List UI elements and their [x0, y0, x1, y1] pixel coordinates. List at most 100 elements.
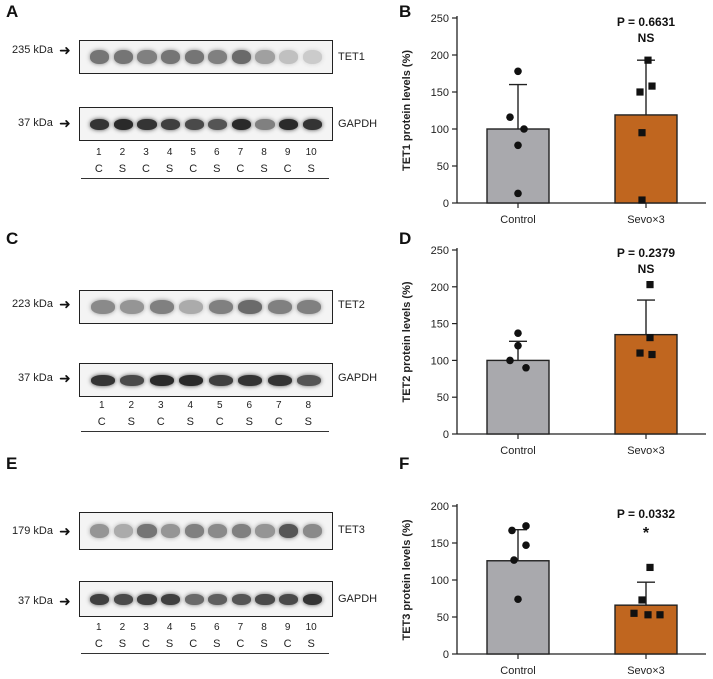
- protein-band: [255, 593, 275, 605]
- blot-band-strip: [79, 290, 333, 324]
- lane-number: 3: [143, 622, 149, 633]
- y-tick-label: 50: [437, 161, 449, 173]
- data-point: [514, 141, 522, 150]
- significance-label: NS: [638, 31, 655, 45]
- lane-number: 3: [157, 400, 164, 411]
- blot-band-strip: [79, 40, 333, 74]
- x-tick-label: Sevo×3: [627, 445, 665, 454]
- data-point: [646, 280, 654, 289]
- data-point: [514, 341, 522, 350]
- panel-label-a: A: [6, 2, 19, 21]
- y-axis-label: TET1 protein levels (%): [401, 50, 413, 171]
- protein-band: [208, 118, 228, 130]
- protein-name: TET1: [338, 51, 365, 63]
- data-point: [506, 356, 514, 365]
- panel-label-f: F: [399, 454, 410, 473]
- protein-band: [208, 374, 233, 386]
- lane-group: C: [97, 416, 106, 428]
- arrow-right-icon: ➜: [59, 42, 71, 58]
- protein-band: [208, 593, 228, 605]
- significance-label: *: [643, 525, 650, 542]
- bar: [614, 333, 678, 435]
- protein-band: [297, 374, 322, 386]
- data-point: [646, 563, 654, 572]
- marker-kda-label: 37 kDa: [18, 372, 53, 384]
- lane-number: 4: [166, 622, 173, 633]
- lane-group: S: [165, 638, 174, 650]
- y-tick-label: 100: [431, 575, 449, 587]
- lane-group: S: [307, 163, 315, 175]
- panel-label-c: C: [6, 229, 19, 248]
- data-point: [644, 56, 652, 64]
- p-value-label: P = 0.2379: [617, 246, 675, 260]
- data-point: [508, 526, 516, 535]
- lane-group: S: [118, 638, 127, 650]
- data-point: [522, 363, 530, 372]
- x-tick-label: Sevo×3: [627, 214, 665, 226]
- data-point: [638, 596, 646, 604]
- protein-band: [160, 524, 181, 538]
- protein-band: [120, 300, 145, 314]
- lane-number: 6: [214, 622, 220, 633]
- y-tick-label: 200: [431, 501, 449, 513]
- blot-band-strip: [79, 107, 333, 141]
- data-point: [522, 522, 530, 530]
- data-point: [630, 609, 638, 617]
- lane-group: C: [236, 638, 245, 650]
- lane-number: 1: [96, 147, 102, 158]
- protein-band: [160, 50, 181, 64]
- data-point: [520, 125, 528, 133]
- marker-kda-label: 37 kDa: [18, 595, 53, 607]
- protein-band: [160, 593, 181, 605]
- protein-band: [238, 374, 263, 386]
- lane-group: S: [260, 638, 268, 650]
- protein-band: [302, 524, 322, 538]
- lane-number: 10: [305, 622, 317, 633]
- protein-band: [90, 50, 110, 64]
- protein-band: [184, 50, 204, 64]
- protein-band: [113, 50, 134, 64]
- bar-chart-tet2: 0 50 100 150 200 250 TET2 protein levels (%) Co…: [401, 245, 706, 454]
- protein-band: [267, 374, 292, 386]
- protein-name: GAPDH: [338, 372, 378, 384]
- lane-number: 10: [305, 147, 317, 158]
- y-tick-label: 150: [431, 87, 449, 99]
- protein-band: [179, 374, 204, 386]
- lane-number: 5: [190, 147, 196, 158]
- protein-band: [90, 524, 110, 538]
- panel-label-e: E: [6, 454, 18, 473]
- protein-band: [208, 300, 233, 314]
- marker-kda-label: 37 kDa: [18, 117, 53, 129]
- lane-number: 8: [305, 400, 312, 411]
- protein-band: [113, 524, 134, 538]
- x-tick-label: Control: [500, 214, 535, 226]
- protein-band: [90, 300, 115, 314]
- protein-band: [231, 50, 252, 64]
- lane-group: S: [245, 416, 253, 428]
- lane-underline: [81, 653, 329, 654]
- panel-label-b: B: [399, 2, 412, 21]
- marker-kda-label: 179 kDa: [12, 525, 53, 537]
- lane-group: C: [283, 163, 292, 175]
- lane-number: 7: [237, 622, 244, 633]
- y-axis-label: TET2 protein levels (%): [401, 281, 413, 402]
- protein-band: [255, 524, 275, 538]
- blot-band-strip: [79, 581, 333, 617]
- bar: [614, 114, 678, 204]
- lane-number: 5: [216, 400, 223, 411]
- lane-number: 7: [237, 147, 244, 158]
- lane-number: 1: [98, 400, 105, 411]
- y-axis-label: TET3 protein levels (%): [401, 519, 413, 640]
- protein-band: [90, 593, 110, 605]
- panel-label-d: D: [399, 229, 412, 248]
- lane-group: S: [307, 638, 315, 650]
- data-point: [510, 556, 518, 564]
- data-point: [638, 196, 646, 204]
- lane-group: S: [304, 416, 312, 428]
- protein-band: [113, 593, 134, 605]
- y-tick-label: 250: [431, 245, 449, 257]
- p-value-label: P = 0.6631: [617, 15, 675, 29]
- data-point: [648, 350, 656, 359]
- data-point: [522, 541, 530, 550]
- marker-kda-label: 235 kDa: [12, 44, 53, 56]
